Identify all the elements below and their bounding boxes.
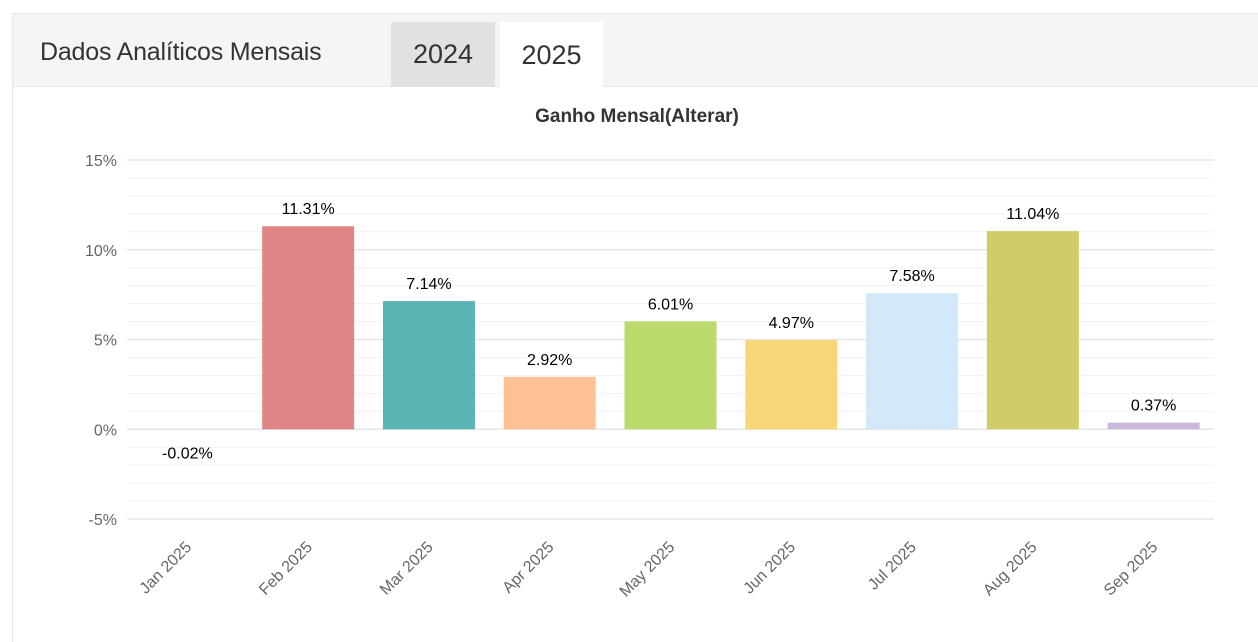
x-axis: Jan 2025 Feb 2025 Mar 2025 Apr 2025 May 2025… xyxy=(137,539,1162,601)
x-tick-label: Sep 2025 xyxy=(1101,539,1162,600)
x-tick-label: Feb 2025 xyxy=(256,539,316,599)
value-label: 7.58% xyxy=(889,268,934,285)
value-label: 7.14% xyxy=(406,276,451,293)
x-tick-label: Jul 2025 xyxy=(865,539,920,594)
y-tick-label: 10% xyxy=(85,243,117,260)
x-tick-label: Jun 2025 xyxy=(741,539,800,598)
value-label: 0.37% xyxy=(1131,398,1176,415)
bar-mar-2025[interactable] xyxy=(382,301,475,430)
bars-layer xyxy=(141,226,1200,430)
bar-jun-2025[interactable] xyxy=(745,340,838,430)
x-tick-label: Apr 2025 xyxy=(500,539,558,597)
bar-aug-2025[interactable] xyxy=(986,231,1079,430)
bar-may-2025[interactable] xyxy=(624,321,717,430)
widget-header: Dados Analíticos Mensais 2024 2025 xyxy=(13,14,1258,88)
y-axis: 15% 10% 5% 0% -5% xyxy=(85,153,117,529)
x-tick-label: Aug 2025 xyxy=(980,539,1041,600)
chart-title: Ganho Mensal(Alterar) xyxy=(535,106,739,127)
y-tick-label: 5% xyxy=(94,333,117,350)
bar-jul-2025[interactable] xyxy=(866,293,959,430)
value-label: 6.01% xyxy=(648,296,693,313)
tab-2025[interactable]: 2025 xyxy=(500,22,603,88)
bar-sep-2025[interactable] xyxy=(1107,422,1200,430)
value-label: 11.04% xyxy=(1006,206,1059,223)
value-label: 11.31% xyxy=(282,201,335,218)
tab-2024[interactable]: 2024 xyxy=(391,22,495,87)
y-tick-label: -5% xyxy=(89,512,117,529)
x-tick-label: May 2025 xyxy=(617,539,679,601)
x-tick-label: Jan 2025 xyxy=(137,539,196,598)
value-label: -0.02% xyxy=(162,445,213,462)
value-label: 2.92% xyxy=(527,352,572,369)
value-label: 4.97% xyxy=(769,315,814,332)
x-tick-label: Mar 2025 xyxy=(377,539,437,599)
labels-layer: -0.02% 11.31% 7.14% 2.92% 6.01% 4.97% 7.58% 11.… xyxy=(162,201,1176,462)
y-tick-label: 0% xyxy=(94,422,117,439)
bar-apr-2025[interactable] xyxy=(503,376,596,430)
bar-feb-2025[interactable] xyxy=(262,226,355,430)
bar-jan-2025[interactable] xyxy=(141,429,234,430)
widget-title: Dados Analíticos Mensais xyxy=(40,38,322,66)
y-tick-label: 15% xyxy=(85,153,117,170)
